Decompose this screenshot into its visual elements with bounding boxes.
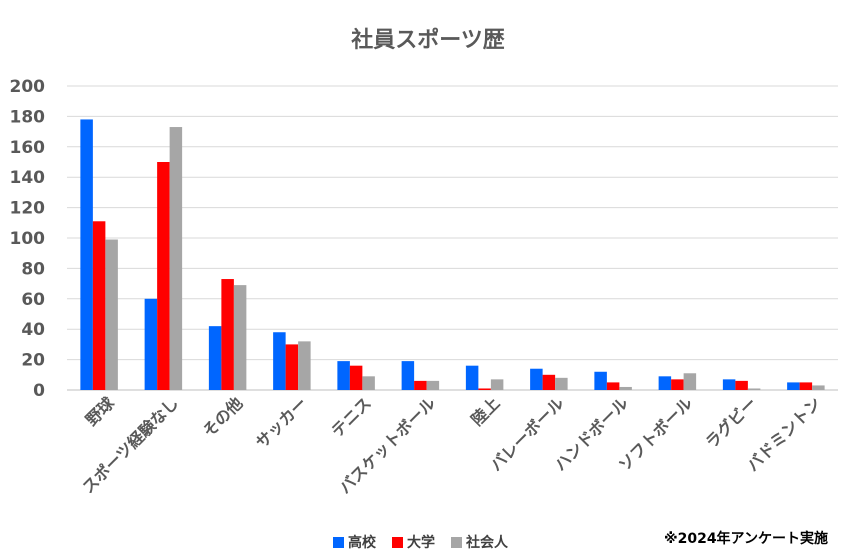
y-tick-label: 20 xyxy=(21,351,45,371)
bar xyxy=(542,374,556,390)
legend-label-daigaku: 大学 xyxy=(407,535,435,551)
y-tick-label: 40 xyxy=(21,320,45,340)
bar xyxy=(349,365,363,390)
x-tick-label: テニス xyxy=(328,393,375,440)
legend-item-daigaku: 大学 xyxy=(392,532,435,552)
bar xyxy=(285,344,299,390)
bar xyxy=(426,380,440,390)
y-tick-label: 0 xyxy=(33,381,45,401)
bar xyxy=(273,332,286,390)
bar xyxy=(362,376,375,390)
y-tick-label: 80 xyxy=(21,259,45,279)
bar xyxy=(465,365,479,390)
y-tick-label: 200 xyxy=(10,77,46,97)
bar xyxy=(555,377,568,390)
y-tick-label: 160 xyxy=(10,138,46,158)
bar xyxy=(787,382,800,390)
chart-title: 社員スポーツ歴 xyxy=(351,28,505,53)
x-tick-label: その他 xyxy=(199,393,246,440)
bar xyxy=(619,386,632,390)
legend-item-shakaijin: 社会人 xyxy=(451,532,508,552)
bar xyxy=(478,388,491,390)
bar xyxy=(298,341,311,390)
bar xyxy=(799,382,813,390)
x-tick-label: 野球 xyxy=(82,393,119,430)
bar xyxy=(606,382,620,390)
legend-swatch-shakaijin xyxy=(451,536,462,548)
bar xyxy=(92,221,106,390)
bar xyxy=(722,379,736,390)
y-tick-label: 120 xyxy=(10,199,46,219)
bar xyxy=(658,376,672,390)
x-tick-label: サッカー xyxy=(252,393,311,452)
bar xyxy=(157,162,170,390)
legend-item-koukou: 高校 xyxy=(333,532,376,552)
footnote: ※2024年アンケート実施 xyxy=(663,531,828,547)
bar xyxy=(105,239,118,390)
bar xyxy=(735,380,748,390)
legend-swatch-koukou xyxy=(333,536,344,548)
bar xyxy=(812,385,825,390)
bar xyxy=(594,371,607,390)
bar xyxy=(683,373,697,390)
y-tick-label: 140 xyxy=(10,168,46,188)
bar xyxy=(208,326,222,390)
y-tick-label: 100 xyxy=(10,229,46,249)
bar xyxy=(490,379,504,390)
x-tick-label: ラグビー xyxy=(702,393,761,452)
bar xyxy=(144,298,158,390)
bar xyxy=(401,361,415,390)
bar xyxy=(530,368,543,390)
legend: 高校 大学 社会人 xyxy=(333,532,508,552)
x-tick-label: 陸上 xyxy=(467,393,503,429)
bar xyxy=(671,379,684,390)
bar xyxy=(80,119,93,390)
legend-label-shakaijin: 社会人 xyxy=(466,535,508,551)
bar xyxy=(233,285,247,390)
legend-swatch-daigaku xyxy=(392,536,403,548)
bar xyxy=(337,361,350,390)
bar xyxy=(169,127,183,390)
bar xyxy=(414,380,427,390)
bar xyxy=(221,279,234,390)
legend-label-koukou: 高校 xyxy=(348,535,376,551)
y-tick-label: 60 xyxy=(21,290,45,310)
y-tick-label: 180 xyxy=(10,107,46,127)
bar xyxy=(747,388,761,390)
